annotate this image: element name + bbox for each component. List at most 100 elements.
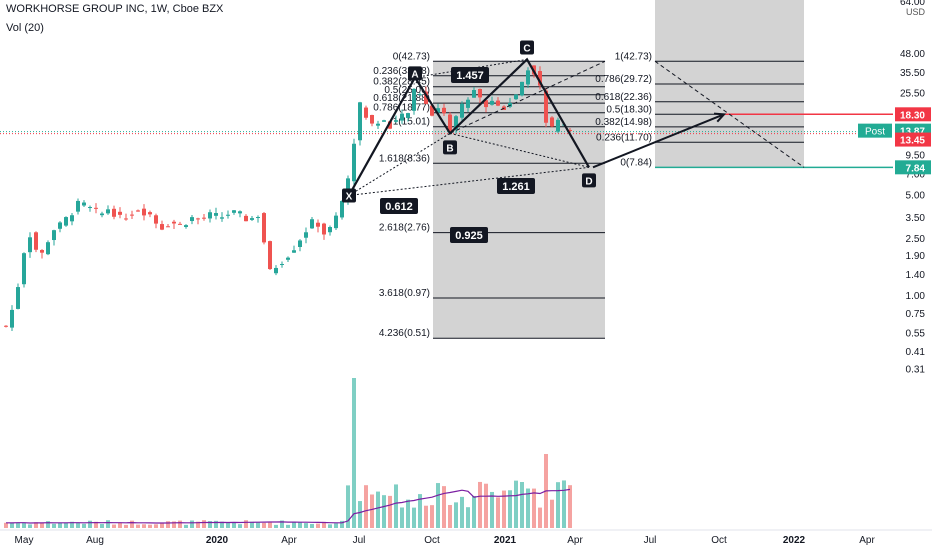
candle-body (496, 100, 500, 106)
volume-bar (484, 483, 488, 528)
candle-body (448, 114, 452, 132)
volume-bar (22, 522, 26, 528)
candle-body (232, 210, 236, 213)
candle-body (292, 250, 296, 253)
candle-body (568, 129, 572, 132)
price-badge-label: 18.30 (900, 110, 925, 121)
projection-dash-line (654, 60, 805, 168)
candle-body (430, 105, 434, 116)
candle-body (418, 94, 422, 96)
pattern-point-box (342, 188, 356, 203)
candle-body (136, 210, 140, 212)
candle-body (268, 241, 272, 270)
candle-body (148, 212, 152, 215)
candle-body (490, 100, 494, 105)
volume-bar (568, 485, 572, 528)
volume-bar (280, 520, 284, 528)
volume-bar (328, 524, 332, 528)
volume-bar (88, 520, 92, 528)
candle-body (298, 240, 302, 247)
x-tick-label: Jul (353, 535, 366, 546)
candle-body (58, 222, 62, 229)
volume-bar (214, 520, 218, 528)
candle-body (112, 208, 116, 217)
volume-bar (382, 495, 386, 528)
volume-bar (520, 482, 524, 528)
x-tick-label: Jul (644, 535, 657, 546)
candle-body (196, 218, 200, 220)
volume-bar (502, 490, 506, 528)
candle-body (394, 120, 398, 122)
volume-bar (112, 524, 116, 528)
x-tick-label: 2022 (783, 535, 806, 546)
volume-bar (70, 521, 74, 528)
price-badge-label: 13.45 (900, 136, 925, 147)
volume-bar (556, 482, 560, 528)
pattern-ratio-label: 0.612 (385, 201, 413, 213)
candle-body (190, 217, 194, 222)
volume-bar (118, 522, 122, 528)
volume-bar (298, 522, 302, 528)
volume-bar (460, 496, 464, 528)
volume-bar (292, 522, 296, 528)
volume-bar (226, 522, 230, 528)
candle-body (514, 94, 518, 100)
volume-bar (358, 501, 362, 528)
candle-body (442, 107, 446, 114)
xa-fib-label: 0.236(33.88) (373, 66, 430, 77)
volume-bar (130, 520, 134, 528)
candle-body (388, 121, 392, 129)
y-tick-label: 9.50 (906, 150, 926, 161)
price-badge-label: 13.87 (900, 127, 925, 138)
price-badge-label: 7.84 (906, 163, 926, 174)
price-badge (895, 132, 931, 147)
y-tick-label: 25.50 (900, 89, 925, 100)
volume-bar (28, 524, 32, 528)
volume-bar (136, 524, 140, 528)
volume-bar (154, 524, 158, 528)
candle-body (124, 218, 128, 220)
volume-bar (124, 524, 128, 528)
volume-indicator-label: Vol (20) (6, 22, 44, 34)
y-tick-label: 1.40 (906, 270, 926, 281)
candle-body (10, 309, 14, 328)
volume-bar (370, 494, 374, 528)
candle-body (154, 215, 158, 224)
candle-body (286, 257, 290, 260)
volume-bar (412, 507, 416, 528)
y-tick-label: 5.00 (906, 190, 926, 201)
candle-body (184, 225, 188, 227)
candle-body (274, 267, 278, 274)
volume-bar (436, 483, 440, 528)
volume-bar (430, 505, 434, 528)
candle-body (424, 91, 428, 104)
x-tick-label: Oct (711, 535, 727, 546)
candle-body (64, 217, 68, 226)
pattern-ratio-label: 1.261 (502, 181, 530, 193)
candle-body (382, 120, 386, 122)
y-tick-label: 0.31 (906, 364, 926, 375)
x-tick-label: May (15, 535, 34, 546)
volume-bar (250, 521, 254, 528)
post-badge-label: Post (865, 127, 885, 138)
candle-body (352, 143, 356, 182)
volume-bar (334, 523, 338, 528)
volume-bar (172, 521, 176, 528)
candle-body (70, 215, 74, 222)
volume-bar (244, 520, 248, 528)
candle-body (40, 250, 44, 253)
candle-body (106, 209, 110, 214)
candle-body (256, 217, 260, 219)
candle-body (460, 103, 464, 118)
volume-bar (490, 491, 494, 528)
volume-bar (190, 520, 194, 528)
volume-bar (94, 521, 98, 528)
candle-body (478, 88, 482, 98)
candle-body (316, 222, 320, 227)
symbol-title: WORKHORSE GROUP INC, 1W, Cboe BZX (6, 3, 224, 15)
price-axis (893, 0, 932, 530)
volume-bar (376, 491, 380, 528)
volume-bar (562, 480, 566, 528)
volume-bar (400, 507, 404, 528)
